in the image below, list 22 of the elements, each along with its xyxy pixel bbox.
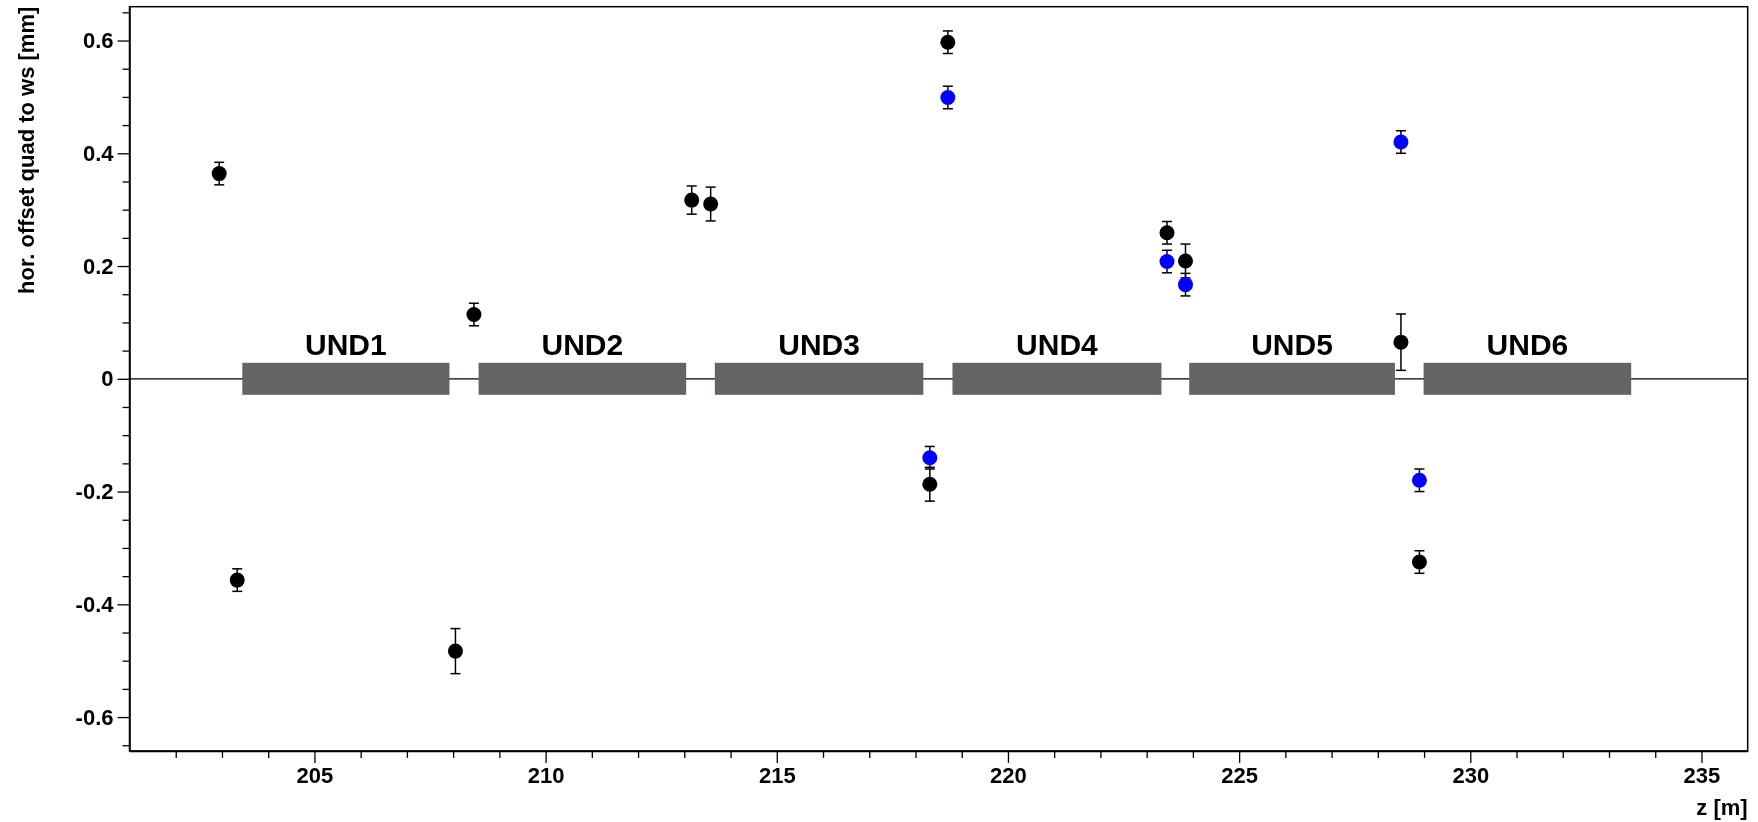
y-axis-title: hor. offset quad to ws [mm] bbox=[14, 6, 39, 294]
y-tick-label: 0 bbox=[101, 366, 114, 392]
y-tick-label: -0.2 bbox=[75, 479, 114, 505]
band-label: UND6 bbox=[1486, 327, 1569, 361]
y-tick-label: 0.2 bbox=[82, 253, 114, 279]
x-tick-label: 220 bbox=[990, 762, 1027, 788]
y-tick-label: 0.4 bbox=[82, 140, 115, 166]
x-tick-label: 235 bbox=[1683, 762, 1721, 788]
band-label: UND1 bbox=[305, 327, 387, 361]
x-tick-label: 215 bbox=[758, 762, 796, 788]
band-label: UND5 bbox=[1251, 327, 1333, 361]
x-tick-label: 230 bbox=[1452, 762, 1490, 788]
band-label: UND2 bbox=[541, 327, 624, 361]
y-tick-label: -0.4 bbox=[75, 591, 115, 617]
band-label: UND4 bbox=[1016, 327, 1099, 361]
band-label: UND3 bbox=[778, 327, 860, 361]
x-tick-label: 225 bbox=[1221, 762, 1258, 788]
y-tick-label: -0.6 bbox=[75, 704, 114, 730]
x-axis-title: z [m] bbox=[1696, 794, 1748, 820]
x-tick-label: 205 bbox=[296, 762, 334, 788]
y-tick-label: 0.6 bbox=[82, 28, 114, 54]
x-tick-label: 210 bbox=[527, 762, 565, 788]
